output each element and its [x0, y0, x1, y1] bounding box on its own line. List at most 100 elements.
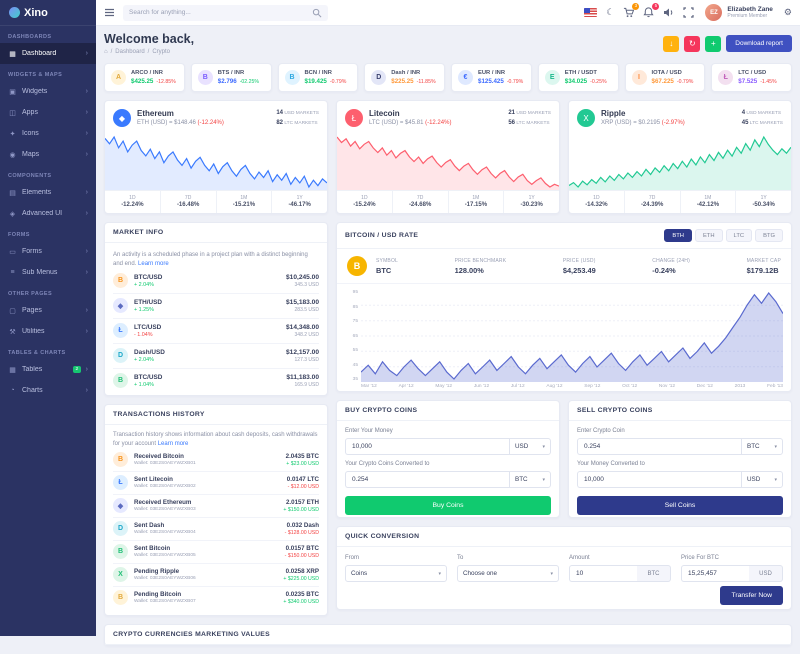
transaction-row[interactable]: B Received Bitcoin Wallet: 03E2S0AEYWZXB…: [113, 449, 319, 472]
us-flag-icon[interactable]: [584, 8, 598, 17]
fullscreen-icon[interactable]: [683, 7, 695, 18]
ticker-price: $34.025: [564, 78, 588, 85]
amount-input[interactable]: [569, 565, 637, 583]
announcement-icon[interactable]: [663, 7, 674, 18]
ticker-card[interactable]: A ARCO / INR $425.25 -12.85%: [104, 63, 185, 92]
dark-mode-icon[interactable]: ☾: [606, 7, 615, 17]
transaction-row[interactable]: Ł Sent Litecoin Wallet: 03E2S0AEYWZXB02 …: [113, 472, 319, 495]
market-row[interactable]: B BTC/USD + 2.04% $10,245.00 345.3 USD: [113, 269, 319, 294]
ticker-card[interactable]: I IOTA / USD $67.225 -0.79%: [624, 63, 706, 92]
sidebar-item-charts[interactable]: ◔ Charts ›: [0, 380, 96, 401]
coin-select[interactable]: BTC ▾: [509, 471, 551, 489]
market-row[interactable]: B BTC/USD + 1.04% $11,183.00 165.9 USD: [113, 369, 319, 393]
chevron-right-icon: ›: [85, 328, 88, 335]
sell-coins-button[interactable]: Sell Coins: [577, 496, 783, 516]
ticker-card[interactable]: D Dash / INR $225.25 -11.85%: [364, 63, 445, 92]
ticker-card[interactable]: € EUR / INR $125.425 -0.79%: [451, 63, 532, 92]
coin-amount-input[interactable]: [577, 438, 741, 456]
sidebar-item-widgets[interactable]: ▣ Widgets ›: [9, 88, 88, 96]
market-price: $11,183.00: [286, 373, 319, 381]
user-role: Premium Member: [727, 13, 768, 19]
from-select[interactable]: Coins ▾: [345, 565, 447, 583]
transaction-row[interactable]: B Pending Bitcoin Wallet: 03E2S0AEYWZXB0…: [113, 587, 319, 609]
sidebar-item-advanced-ui[interactable]: ◈ Advanced UI ›: [9, 210, 88, 218]
sidebar-item-dashboard[interactable]: ▦ Dashboard ›: [0, 43, 96, 64]
settings-icon[interactable]: ⚙: [783, 7, 792, 17]
price-input[interactable]: [681, 565, 749, 583]
welcome-block: Welcome back, ⌂ / Dashboard / Crypto: [104, 32, 194, 55]
market-change: - 1.04%: [134, 331, 153, 338]
coin-markets: 4 USD MARKETS 45 LTC MARKETS: [741, 110, 783, 126]
ticker-pair: BTS / INR: [217, 70, 245, 76]
currency-select[interactable]: USD ▾: [741, 471, 783, 489]
transaction-usd: - $128.00 USD: [284, 529, 319, 536]
sidebar-item-icons[interactable]: ✦ Icons ›: [9, 130, 88, 138]
add-button[interactable]: +: [705, 35, 722, 52]
coin-price: ETH (USD) = $148.46: [137, 120, 196, 126]
download-report-button[interactable]: Download report: [726, 35, 792, 52]
transaction-row[interactable]: D Sent Dash Wallet: 03E2S0AEYWZXB04 0.03…: [113, 518, 319, 541]
welcome-row: Welcome back, ⌂ / Dashboard / Crypto ↓ ↻…: [104, 32, 792, 55]
transaction-row[interactable]: B Sent Bitcoin Wallet: 03E2S0AEYWZXB05 0…: [113, 541, 319, 564]
sidebar-item-maps[interactable]: ◉ Maps ›: [9, 151, 88, 159]
transaction-row[interactable]: X Pending Ripple Wallet: 03E2S0AEYWZXB06…: [113, 564, 319, 587]
transaction-wallet: Wallet: 03E2S0AEYWZXB07: [134, 599, 196, 605]
coin-icon: Ł: [113, 323, 128, 339]
btc-stat: SYMBOL BTC: [376, 257, 399, 275]
transaction-amount: 2.0157 ETH: [285, 498, 319, 506]
sidebar-item-tables[interactable]: ▦ Tables 2 ›: [9, 366, 88, 374]
learn-more-link[interactable]: Learn more: [138, 260, 169, 267]
rate-tab[interactable]: LTC: [725, 229, 753, 243]
transaction-amount: 0.0147 LTC: [286, 475, 319, 483]
cart-icon[interactable]: 3: [623, 3, 640, 18]
market-price: $10,245.00: [285, 273, 319, 281]
coin-select[interactable]: BTC ▾: [741, 438, 783, 456]
ticker-card[interactable]: B BTS / INR $2.796 -02.25%: [190, 63, 272, 92]
app-logo[interactable]: Xino: [0, 0, 96, 26]
caret-down-icon: ▾: [550, 570, 553, 577]
to-select[interactable]: Choose one ▾: [457, 565, 559, 583]
search-bar[interactable]: [123, 4, 328, 21]
sidebar-item-forms[interactable]: ▭ Forms ›: [9, 248, 88, 256]
refresh-button[interactable]: ↻: [684, 35, 701, 52]
menu-toggle-icon[interactable]: [104, 7, 115, 18]
coins-input[interactable]: [345, 471, 509, 489]
ticker-body: ARCO / INR $425.25 -12.85%: [131, 70, 176, 85]
ticker-pair: ARCO / INR: [131, 70, 163, 76]
market-row[interactable]: D Dash/USD + 2.04% $12,157.00 127.3 USD: [113, 344, 319, 369]
ticker-card[interactable]: B BCN / INR $19.425 -0.79%: [277, 63, 359, 92]
ticker-card[interactable]: E ETH / USDT $34.025 -0.25%: [537, 63, 619, 92]
export-button[interactable]: ↓: [663, 35, 680, 52]
coin-meta: Ethereum ETH (USD) = $148.46 (-12.24%): [137, 109, 224, 128]
sidebar-item-sub-menus[interactable]: ≡ Sub Menus ›: [0, 262, 96, 283]
rate-tab[interactable]: BTH: [664, 229, 692, 243]
notifications-icon[interactable]: 5: [643, 3, 660, 18]
home-icon[interactable]: ⌂: [104, 49, 108, 55]
money-output-input[interactable]: [577, 471, 741, 489]
transaction-name: Sent Bitcoin: [134, 545, 171, 553]
rate-tab[interactable]: BTG: [755, 229, 783, 243]
ticker-card[interactable]: Ł LTC / USD $7.525 -1.45%: [711, 63, 792, 92]
transaction-row[interactable]: ◆ Received Ethereum Wallet: 03E2S0AEYWZX…: [113, 495, 319, 518]
coin-name: Ripple: [601, 109, 626, 118]
sidebar-item-apps[interactable]: ◫ Apps ›: [9, 109, 88, 117]
market-row[interactable]: Ł LTC/USD - 1.04% $14,348.00 348.2 USD: [113, 319, 319, 344]
money-input[interactable]: [345, 438, 509, 456]
ticker-price: $225.25: [391, 78, 414, 85]
rate-tab[interactable]: ETH: [694, 229, 723, 243]
market-pair: ETH/USD: [134, 298, 163, 306]
transfer-now-button[interactable]: Transfer Now: [720, 586, 783, 606]
buy-coins-button[interactable]: Buy Coins: [345, 496, 551, 516]
market-pair: LTC/USD: [134, 323, 162, 331]
sidebar-item-utilities[interactable]: ⚒ Utilities ›: [9, 328, 88, 336]
sidebar-item-elements[interactable]: ▤ Elements ›: [9, 189, 88, 197]
search-input[interactable]: [129, 9, 308, 16]
currency-select[interactable]: USD ▾: [509, 438, 551, 456]
learn-more-link[interactable]: Learn more: [157, 440, 189, 447]
user-menu[interactable]: EZ Elizabeth Zane Premium Member: [705, 4, 773, 21]
ticker-pair: EUR / INR: [478, 70, 506, 76]
market-row[interactable]: ◆ ETH/USD + 1.25% $15,183.00 283.5 USD: [113, 294, 319, 319]
litecoin-icon: Ł: [345, 109, 363, 127]
sidebar-item-pages[interactable]: ▢ Pages ›: [9, 307, 88, 315]
breadcrumb-dashboard[interactable]: Dashboard: [115, 49, 145, 55]
